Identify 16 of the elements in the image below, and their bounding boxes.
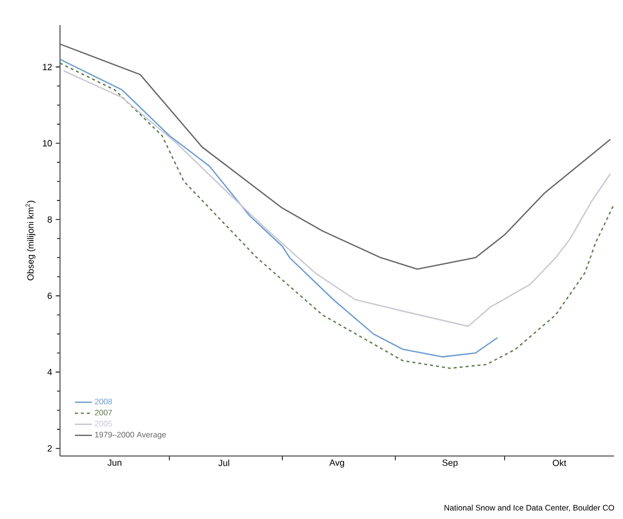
x-tick-label: Sep [442, 460, 458, 468]
line-series [60, 43, 612, 270]
x-tick-label: Jul [218, 460, 230, 466]
y-tick-label: 4 [47, 369, 52, 376]
y-tick-label: 2 [48, 445, 52, 452]
x-tick-label: Avg [329, 460, 344, 468]
y-tick-label: 12 [42, 64, 52, 70]
y-tick-label: 10 [42, 140, 52, 146]
x-tick-label: Jun [108, 460, 122, 466]
line-series [60, 62, 614, 369]
y-axis-title: Obseg (milijoni km$^{2}$) [26, 200, 36, 280]
line-series [62, 70, 612, 327]
y-tick-label: 8 [48, 216, 52, 223]
x-tick-label: Okt [552, 460, 566, 466]
line-series [60, 58, 498, 358]
y-tick-label: 6 [48, 292, 52, 299]
